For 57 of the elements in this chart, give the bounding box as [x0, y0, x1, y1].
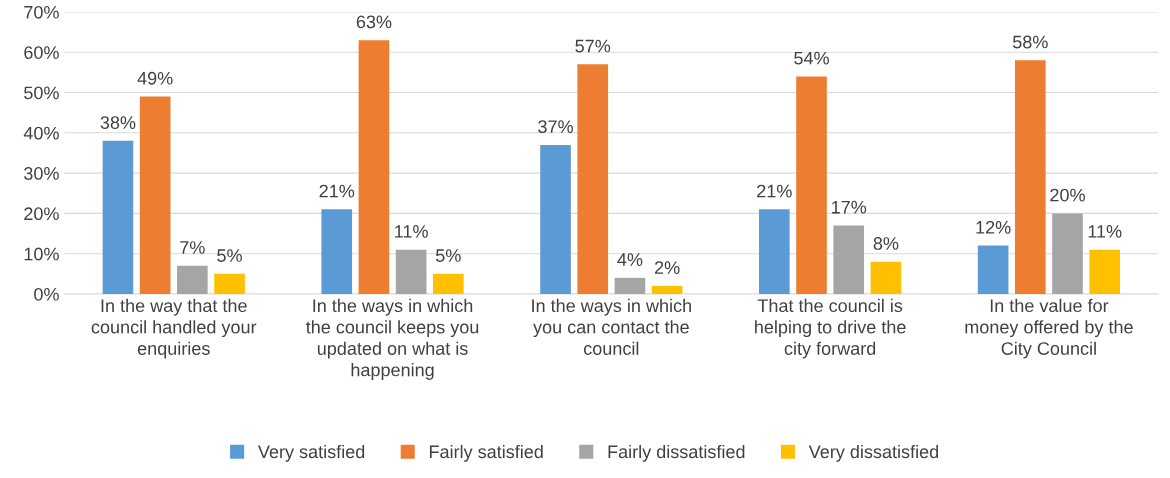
data-label: 11% [1088, 225, 1122, 238]
data-label: 58% [1012, 35, 1048, 49]
y-tick-label: 40% [23, 126, 59, 140]
data-label: 38% [100, 116, 136, 129]
bar [977, 245, 1009, 294]
x-tick-label: That the council is helping to drive the city forward [755, 298, 906, 359]
bar [395, 249, 427, 294]
bar [651, 285, 683, 294]
bar [433, 273, 464, 294]
data-label: 2% [654, 261, 680, 274]
bar [358, 40, 390, 294]
data-label: 63% [356, 15, 392, 29]
bar [139, 96, 171, 294]
bar [796, 76, 827, 294]
x-tick-label: In the ways in which the council keeps you updated on what is happening [305, 298, 479, 380]
y-tick-label: 30% [24, 167, 59, 180]
data-label: 21% [757, 184, 792, 198]
bar [870, 261, 902, 294]
bar [214, 273, 245, 294]
data-label: 5% [436, 249, 461, 262]
bar [540, 144, 571, 294]
data-label: 17% [832, 200, 867, 214]
data-label: 20% [1050, 188, 1085, 202]
data-label: 21% [319, 184, 355, 198]
data-label: 11% [395, 225, 428, 238]
bar [1089, 249, 1121, 294]
data-label: 12% [976, 220, 1011, 234]
x-tick-label: In the way that the council handled your enquiries [91, 298, 257, 359]
data-label: 54% [794, 51, 829, 65]
legend-label: Fairly dissatisfied [608, 444, 745, 462]
data-label: 4% [617, 253, 643, 266]
y-tick-label: 70% [24, 5, 59, 19]
x-tick-label: In the ways in which you can contact the council [532, 298, 691, 355]
bar [833, 225, 865, 294]
data-label: 57% [575, 39, 611, 53]
y-tick-label: 60% [24, 46, 59, 59]
bar [1052, 213, 1083, 294]
legend-label: Very dissatisfied [808, 444, 939, 462]
y-tick-label: 0% [34, 287, 59, 301]
data-label: 8% [873, 237, 899, 250]
data-label: 5% [217, 249, 242, 262]
bar [614, 277, 646, 294]
bar [102, 140, 134, 294]
x-tick-label: In the value for money offered by the City Council [965, 298, 1133, 359]
y-tick-label: 50% [24, 86, 59, 100]
legend-label: Very satisfied [257, 444, 365, 462]
data-label: 37% [538, 120, 573, 133]
legend-label: Fairly satisfied [429, 444, 543, 462]
bar [759, 209, 790, 294]
y-tick-label: 20% [24, 207, 59, 221]
y-tick-label: 10% [24, 247, 59, 261]
bar [321, 209, 353, 294]
bar [1014, 60, 1046, 294]
data-label: 49% [137, 71, 173, 85]
data-label: 7% [180, 241, 205, 254]
bar [577, 64, 609, 294]
bar [177, 265, 208, 294]
